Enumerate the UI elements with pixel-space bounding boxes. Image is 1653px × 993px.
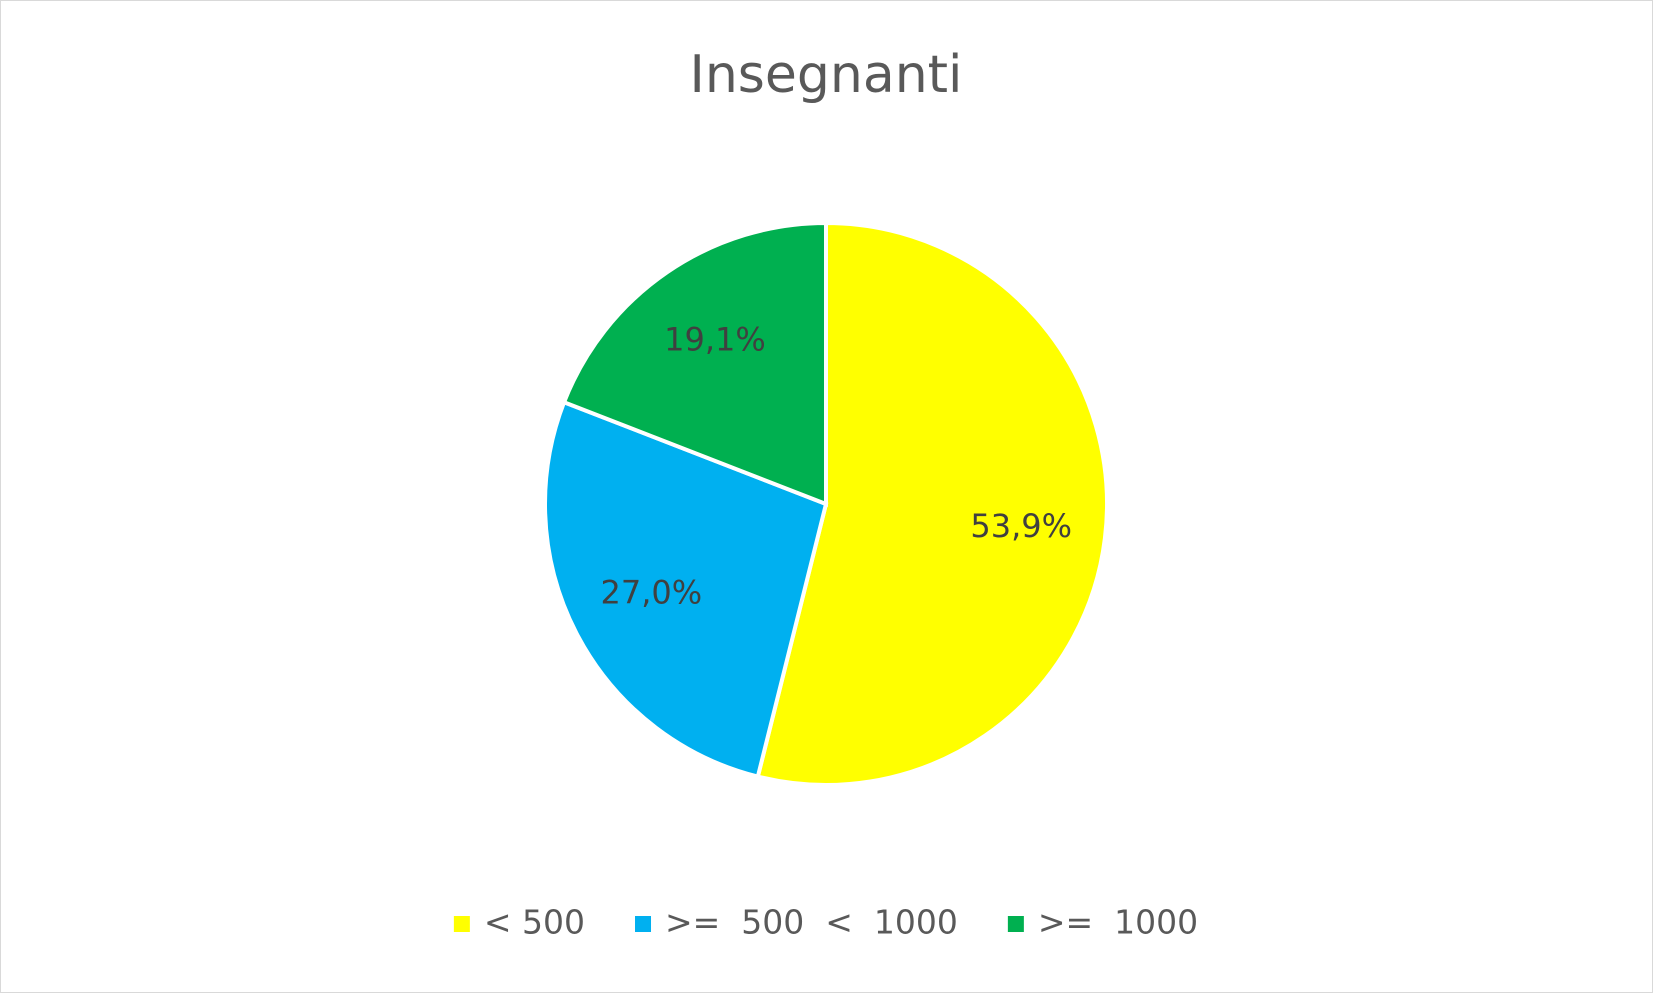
pie-slice bbox=[561, 220, 828, 507]
data-label: 53,9% bbox=[970, 507, 1072, 545]
legend-marker bbox=[635, 916, 652, 932]
legend-label: >= 500 < 1000 bbox=[665, 903, 958, 942]
pie-slice bbox=[755, 220, 1109, 787]
data-label: 19,1% bbox=[664, 321, 766, 359]
data-label: 27,0% bbox=[600, 573, 702, 611]
legend-marker bbox=[1007, 916, 1024, 932]
legend-label: >= 1000 bbox=[1038, 903, 1198, 942]
pie-slice bbox=[543, 399, 829, 780]
legend-label: < 500 bbox=[484, 903, 585, 942]
legend-marker bbox=[453, 916, 470, 932]
chart-title: Insegnanti bbox=[690, 45, 963, 105]
